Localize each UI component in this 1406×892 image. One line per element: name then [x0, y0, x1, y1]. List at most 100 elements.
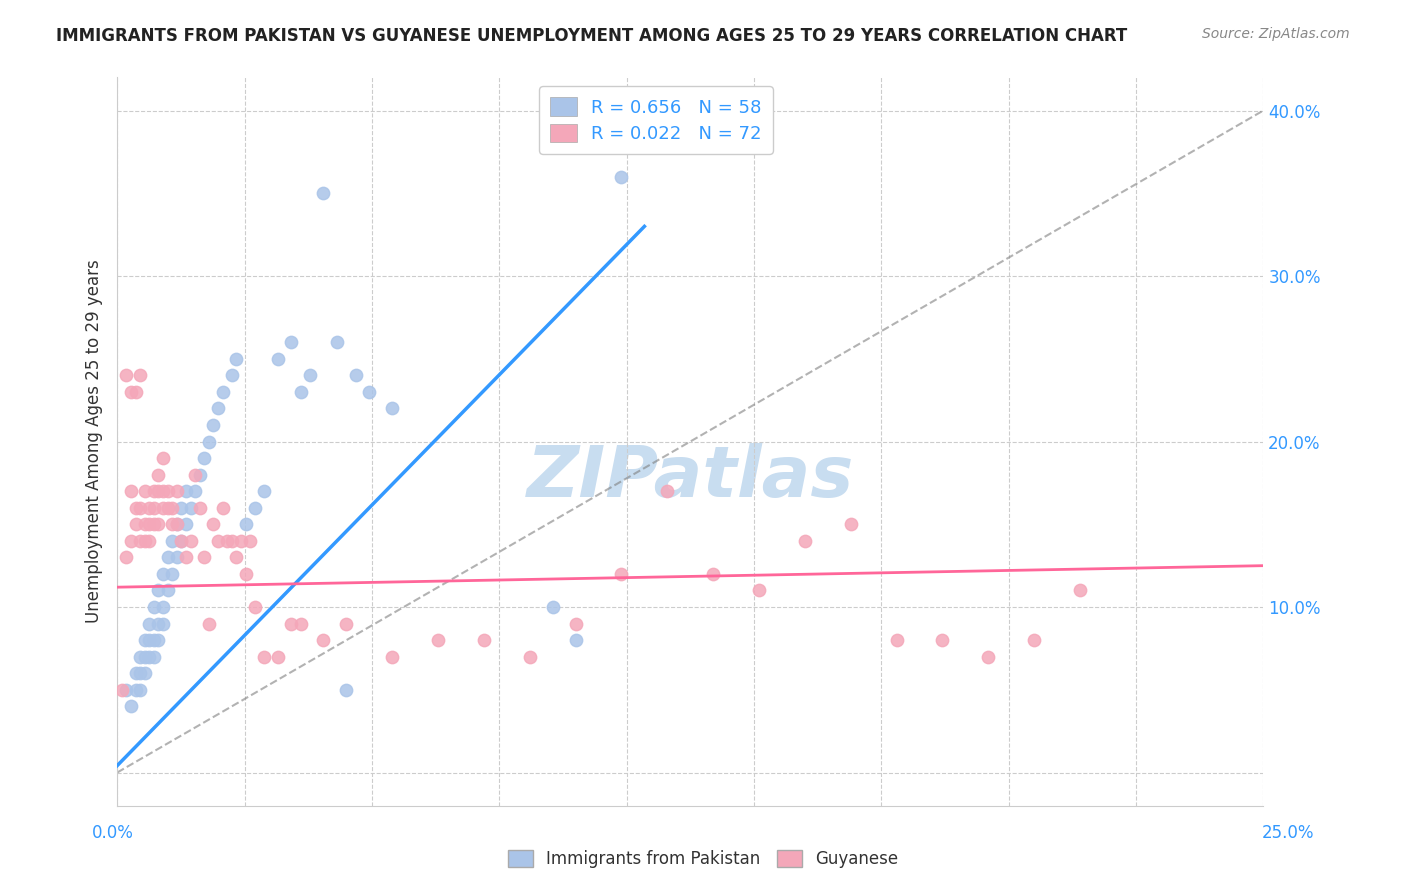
Point [166, 517, 188, 532]
Point [160, 500, 183, 515]
Point [138, 633, 160, 648]
Point [156, 550, 179, 565]
Point [120, 533, 142, 548]
Point [221, 533, 243, 548]
Point [184, 467, 207, 482]
Legend: R = 0.656   N = 58, R = 0.022   N = 72: R = 0.656 N = 58, R = 0.022 N = 72 [538, 87, 773, 154]
Point [977, 649, 1000, 664]
Point [793, 533, 815, 548]
Point [142, 649, 165, 664]
Y-axis label: Unemployment Among Ages 25 to 29 years: Unemployment Among Ages 25 to 29 years [86, 260, 103, 624]
Point [610, 566, 633, 581]
Point [235, 517, 257, 532]
Point [198, 434, 221, 449]
Point [170, 533, 193, 548]
Point [148, 517, 170, 532]
Point [235, 566, 257, 581]
Point [610, 169, 633, 184]
Point [142, 633, 165, 648]
Point [180, 533, 202, 548]
Point [134, 666, 156, 681]
Point [115, 368, 138, 383]
Point [207, 533, 229, 548]
Point [142, 500, 165, 515]
Point [541, 600, 564, 615]
Point [142, 484, 165, 499]
Point [202, 417, 225, 432]
Point [129, 500, 152, 515]
Point [152, 484, 174, 499]
Point [702, 566, 724, 581]
Point [225, 351, 247, 366]
Point [344, 368, 367, 383]
Point [134, 633, 156, 648]
Point [312, 633, 335, 648]
Point [138, 649, 160, 664]
Point [134, 517, 156, 532]
Point [156, 583, 179, 598]
Point [564, 616, 586, 631]
Point [748, 583, 770, 598]
Point [221, 368, 243, 383]
Text: 0.0%: 0.0% [91, 824, 134, 842]
Point [211, 500, 233, 515]
Point [359, 384, 381, 399]
Point [152, 500, 174, 515]
Point [188, 500, 211, 515]
Point [253, 484, 276, 499]
Text: IMMIGRANTS FROM PAKISTAN VS GUYANESE UNEMPLOYMENT AMONG AGES 25 TO 29 YEARS CORR: IMMIGRANTS FROM PAKISTAN VS GUYANESE UNE… [56, 27, 1128, 45]
Point [129, 666, 152, 681]
Point [193, 550, 215, 565]
Point [174, 550, 197, 565]
Point [111, 682, 134, 697]
Point [188, 467, 211, 482]
Point [115, 682, 138, 697]
Point [120, 484, 142, 499]
Point [298, 368, 321, 383]
Point [134, 484, 156, 499]
Point [657, 484, 679, 499]
Point [129, 649, 152, 664]
Point [124, 500, 146, 515]
Point [266, 351, 288, 366]
Point [198, 616, 221, 631]
Point [381, 649, 404, 664]
Text: ZIPatlas: ZIPatlas [527, 443, 853, 512]
Point [225, 550, 247, 565]
Point [120, 699, 142, 714]
Point [217, 533, 239, 548]
Point [124, 517, 146, 532]
Point [142, 600, 165, 615]
Point [184, 484, 207, 499]
Point [152, 600, 174, 615]
Point [152, 616, 174, 631]
Point [129, 533, 152, 548]
Point [152, 566, 174, 581]
Point [253, 649, 276, 664]
Point [564, 633, 586, 648]
Point [170, 533, 193, 548]
Point [156, 500, 179, 515]
Point [166, 550, 188, 565]
Point [472, 633, 495, 648]
Point [290, 384, 312, 399]
Point [134, 533, 156, 548]
Point [180, 500, 202, 515]
Point [156, 484, 179, 499]
Point [229, 533, 252, 548]
Point [280, 616, 302, 631]
Text: Source: ZipAtlas.com: Source: ZipAtlas.com [1202, 27, 1350, 41]
Point [160, 533, 183, 548]
Point [427, 633, 450, 648]
Point [148, 633, 170, 648]
Point [839, 517, 862, 532]
Legend: Immigrants from Pakistan, Guyanese: Immigrants from Pakistan, Guyanese [501, 843, 905, 875]
Point [290, 616, 312, 631]
Point [174, 484, 197, 499]
Point [243, 500, 266, 515]
Point [115, 550, 138, 565]
Point [148, 484, 170, 499]
Point [886, 633, 908, 648]
Point [129, 368, 152, 383]
Point [120, 384, 142, 399]
